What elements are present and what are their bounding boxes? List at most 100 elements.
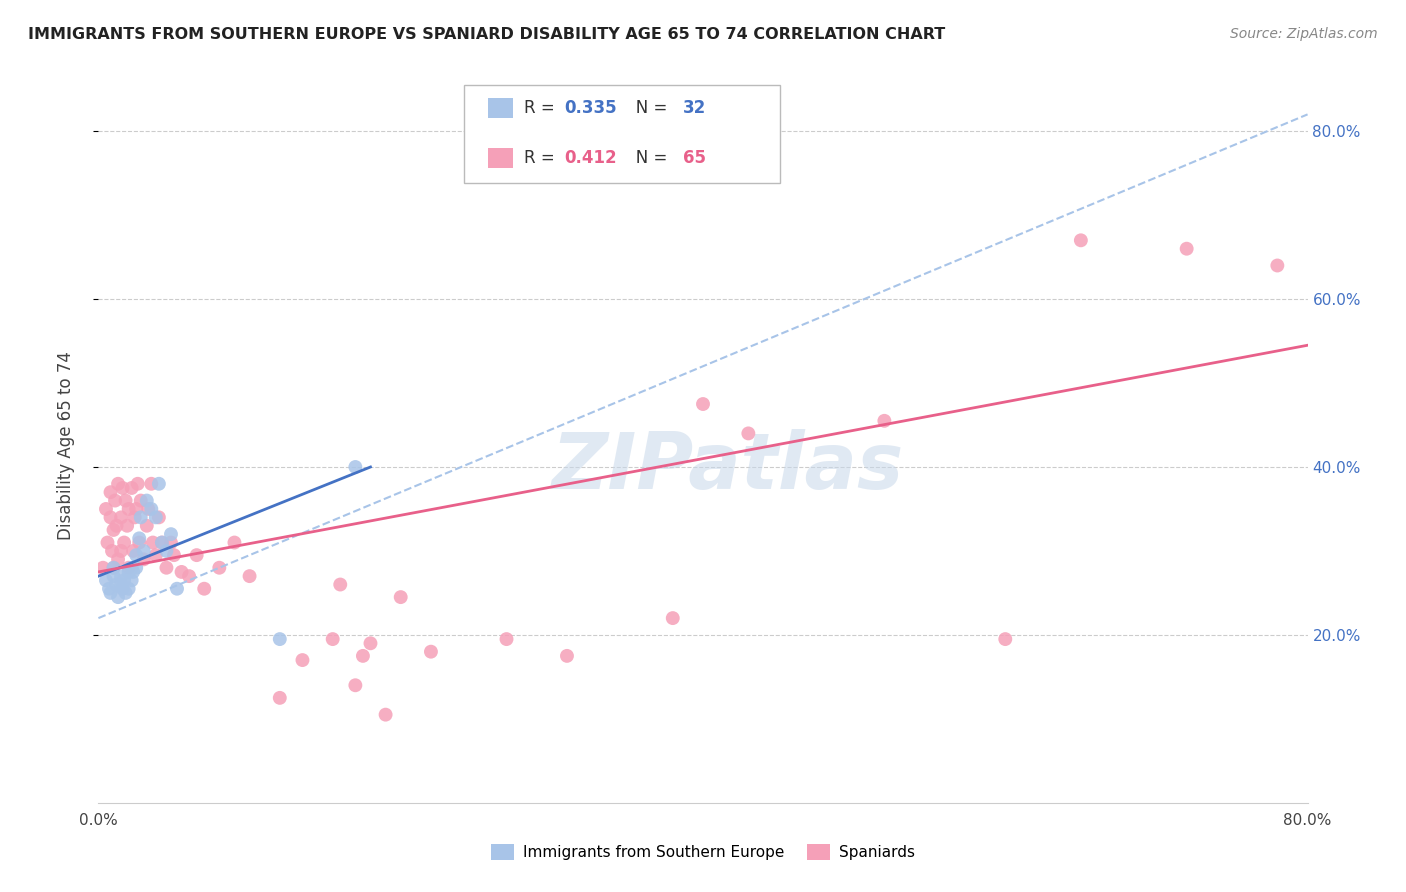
Point bbox=[91, 560, 114, 574]
Point bbox=[155, 544, 177, 558]
Point bbox=[269, 632, 291, 646]
Point bbox=[160, 527, 183, 541]
Point bbox=[125, 548, 148, 562]
Point bbox=[1070, 233, 1092, 247]
Point bbox=[352, 648, 374, 663]
Point bbox=[103, 560, 125, 574]
Point bbox=[110, 569, 132, 583]
Text: N =: N = bbox=[620, 99, 672, 117]
Point bbox=[208, 560, 231, 574]
Point bbox=[128, 532, 150, 546]
Point bbox=[107, 552, 129, 566]
Point bbox=[118, 560, 141, 574]
Point bbox=[129, 510, 152, 524]
Point bbox=[737, 426, 759, 441]
Point bbox=[374, 707, 396, 722]
Point bbox=[873, 414, 896, 428]
Point bbox=[148, 510, 170, 524]
Point bbox=[125, 502, 148, 516]
Point bbox=[135, 518, 157, 533]
Point bbox=[141, 476, 163, 491]
Point bbox=[389, 590, 412, 604]
Point bbox=[121, 560, 143, 574]
Point bbox=[495, 632, 517, 646]
Point bbox=[344, 678, 367, 692]
Point bbox=[111, 481, 134, 495]
Text: Source: ZipAtlas.com: Source: ZipAtlas.com bbox=[1230, 27, 1378, 41]
Point bbox=[170, 565, 193, 579]
Point bbox=[104, 493, 127, 508]
Point bbox=[224, 535, 246, 549]
Point bbox=[122, 544, 145, 558]
Text: R =: R = bbox=[524, 149, 561, 167]
Point bbox=[129, 493, 152, 508]
Point bbox=[239, 569, 262, 583]
Text: 0.335: 0.335 bbox=[564, 99, 616, 117]
Point bbox=[118, 582, 141, 596]
Point bbox=[322, 632, 344, 646]
Point bbox=[150, 535, 173, 549]
Point bbox=[155, 560, 177, 574]
Point bbox=[105, 577, 128, 591]
Point bbox=[150, 535, 173, 549]
Point bbox=[555, 648, 578, 663]
Point bbox=[420, 645, 443, 659]
Point bbox=[100, 510, 122, 524]
Point bbox=[105, 518, 128, 533]
Point bbox=[111, 582, 134, 596]
Point bbox=[103, 523, 125, 537]
Point bbox=[269, 690, 291, 705]
Point bbox=[132, 544, 155, 558]
Point bbox=[1267, 259, 1289, 273]
Point bbox=[107, 476, 129, 491]
Point bbox=[115, 518, 138, 533]
Point bbox=[186, 548, 208, 562]
Point bbox=[94, 574, 117, 588]
Point bbox=[291, 653, 314, 667]
Point bbox=[692, 397, 714, 411]
Point bbox=[103, 569, 125, 583]
Point bbox=[163, 548, 186, 562]
Point bbox=[121, 574, 143, 588]
Point bbox=[122, 565, 145, 579]
Point bbox=[141, 502, 163, 516]
Text: 32: 32 bbox=[683, 99, 707, 117]
Point bbox=[132, 552, 155, 566]
Point bbox=[179, 569, 201, 583]
Point bbox=[124, 510, 146, 524]
Point bbox=[96, 535, 118, 549]
Point bbox=[166, 582, 188, 596]
Point bbox=[136, 502, 159, 516]
Point bbox=[1175, 242, 1198, 256]
Point bbox=[98, 582, 121, 596]
Point bbox=[360, 636, 382, 650]
Point bbox=[94, 502, 117, 516]
Point bbox=[193, 582, 215, 596]
Text: 0.412: 0.412 bbox=[564, 149, 616, 167]
Point bbox=[101, 544, 124, 558]
Point bbox=[329, 577, 352, 591]
Text: R =: R = bbox=[524, 99, 561, 117]
Point bbox=[127, 476, 149, 491]
Point bbox=[112, 535, 135, 549]
Y-axis label: Disability Age 65 to 74: Disability Age 65 to 74 bbox=[56, 351, 75, 541]
Point bbox=[110, 510, 132, 524]
Text: 65: 65 bbox=[683, 149, 706, 167]
Point bbox=[114, 586, 136, 600]
Point bbox=[110, 577, 132, 591]
Legend: Immigrants from Southern Europe, Spaniards: Immigrants from Southern Europe, Spaniar… bbox=[485, 838, 921, 866]
Point bbox=[128, 535, 150, 549]
Point bbox=[118, 502, 141, 516]
Point bbox=[110, 544, 132, 558]
Point bbox=[125, 560, 148, 574]
Point bbox=[994, 632, 1017, 646]
Text: ZIPatlas: ZIPatlas bbox=[551, 429, 903, 506]
Text: N =: N = bbox=[620, 149, 672, 167]
Point bbox=[114, 493, 136, 508]
Point bbox=[135, 493, 157, 508]
Point bbox=[121, 481, 143, 495]
Point bbox=[112, 574, 135, 588]
Point bbox=[661, 611, 683, 625]
Point bbox=[160, 535, 183, 549]
Point bbox=[145, 548, 167, 562]
